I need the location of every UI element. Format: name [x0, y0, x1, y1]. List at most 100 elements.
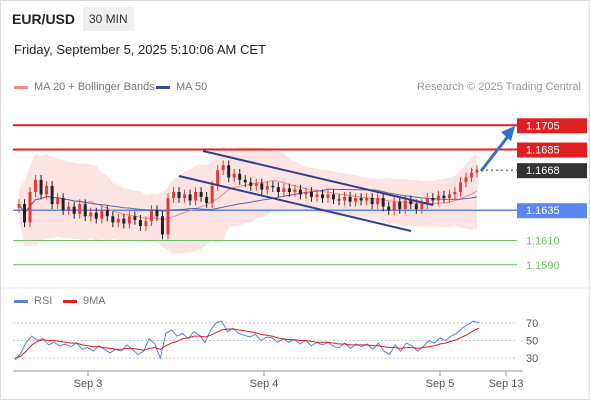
candle-body	[34, 179, 38, 192]
rsi-ma-line	[14, 327, 480, 359]
candle-body	[177, 192, 181, 199]
x-axis-label: Sep 13	[489, 378, 524, 390]
ma20-legend-label: MA 20 + Bollinger Bands	[34, 81, 155, 93]
candle-body	[265, 185, 269, 190]
candle-body	[320, 194, 324, 199]
timeframe-badge[interactable]: 30 MIN	[83, 7, 134, 31]
candle-body	[414, 204, 418, 209]
candle-body	[155, 210, 159, 217]
candle-body	[227, 165, 231, 178]
level-box-1.1635	[517, 203, 587, 219]
candle-body	[326, 194, 330, 199]
candle-body	[89, 212, 93, 217]
candle-body	[144, 221, 148, 226]
level-box-1.1668	[517, 163, 587, 179]
rsi-legend: RSI	[14, 295, 52, 307]
candle-body	[221, 165, 225, 171]
candle-body	[354, 198, 358, 202]
ma50-legend: MA 50	[156, 81, 207, 93]
ma20-swatch-icon	[14, 85, 28, 89]
rsi-ma-swatch-icon	[63, 299, 77, 303]
candle-body	[376, 198, 380, 205]
candle-body	[78, 204, 82, 214]
candle-body	[105, 210, 109, 217]
candle-body	[100, 210, 104, 219]
rsi-tick-label: 30	[526, 353, 538, 365]
candle-body	[458, 182, 462, 192]
candle-body	[45, 185, 49, 195]
candle-body	[28, 192, 32, 223]
candle-body	[232, 173, 236, 178]
x-axis-label: Sep 4	[250, 378, 279, 390]
candle-body	[133, 216, 137, 220]
candle-body	[61, 198, 65, 211]
candle-body	[111, 216, 115, 223]
candle-body	[138, 219, 142, 226]
candle-body	[260, 183, 264, 190]
channel-upper-line	[202, 150, 434, 206]
rsi-ma-legend-label: 9MA	[83, 295, 106, 307]
candle-body	[188, 194, 192, 201]
ma20-legend: MA 20 + Bollinger Bands	[14, 81, 155, 93]
forecast-arrow-head-icon	[501, 126, 515, 141]
candle-body	[243, 179, 247, 183]
candle-body	[216, 170, 220, 186]
rsi-tick-label: 70	[526, 318, 538, 330]
candle-body	[149, 210, 153, 222]
candle-body	[453, 192, 457, 195]
top-bar: EUR/USD 30 MIN	[1, 1, 589, 37]
candle-body	[39, 179, 43, 195]
candle-body	[447, 194, 451, 199]
level-label-1.1590: 1.1590	[526, 260, 560, 272]
candle-body	[199, 192, 203, 197]
candle-body	[94, 212, 98, 219]
candle-body	[469, 172, 473, 178]
candle-body	[309, 192, 313, 197]
level-box-1.1685	[517, 142, 587, 158]
candle-body	[271, 185, 275, 188]
candle-body	[293, 189, 297, 192]
ma50-swatch-icon	[156, 85, 170, 89]
candle-body	[50, 185, 54, 205]
candle-body	[343, 196, 347, 201]
candle-body	[282, 188, 286, 192]
candle-body	[425, 198, 429, 205]
candle-body	[409, 200, 413, 205]
candle-body	[287, 188, 291, 192]
candle-body	[381, 198, 385, 207]
level-label-1.1610: 1.1610	[526, 236, 560, 248]
candle-body	[436, 195, 440, 201]
candle-body	[398, 201, 402, 209]
forecast-arrow-line	[479, 134, 511, 172]
candle-body	[431, 198, 435, 201]
bollinger-band	[19, 146, 477, 254]
candle-body	[160, 216, 164, 235]
ma50-legend-label: MA 50	[176, 81, 208, 93]
candle-body	[304, 192, 308, 195]
candle-body	[254, 183, 258, 186]
candle-body	[83, 204, 87, 217]
candle-body	[210, 185, 214, 203]
candle-body	[392, 201, 396, 211]
candle-body	[166, 198, 170, 235]
candle-body	[238, 173, 242, 180]
candle-body	[67, 206, 71, 211]
candle-body	[348, 196, 352, 202]
candle-body	[475, 170, 479, 173]
x-axis-label: Sep 5	[426, 378, 455, 390]
channel-lower-line	[178, 175, 412, 232]
rsi-tick-label: 50	[526, 336, 538, 348]
candle-body	[332, 194, 336, 200]
candle-body	[276, 187, 280, 192]
candle-body	[442, 195, 446, 199]
rsi-legend-label: RSI	[34, 295, 53, 307]
candle-body	[205, 196, 209, 203]
candle-body	[249, 182, 253, 186]
candle-body	[359, 198, 363, 201]
candle-body	[116, 218, 120, 223]
candle-body	[172, 192, 176, 199]
x-axis-label: Sep 3	[74, 378, 103, 390]
symbol-label: EUR/USD	[12, 11, 76, 27]
